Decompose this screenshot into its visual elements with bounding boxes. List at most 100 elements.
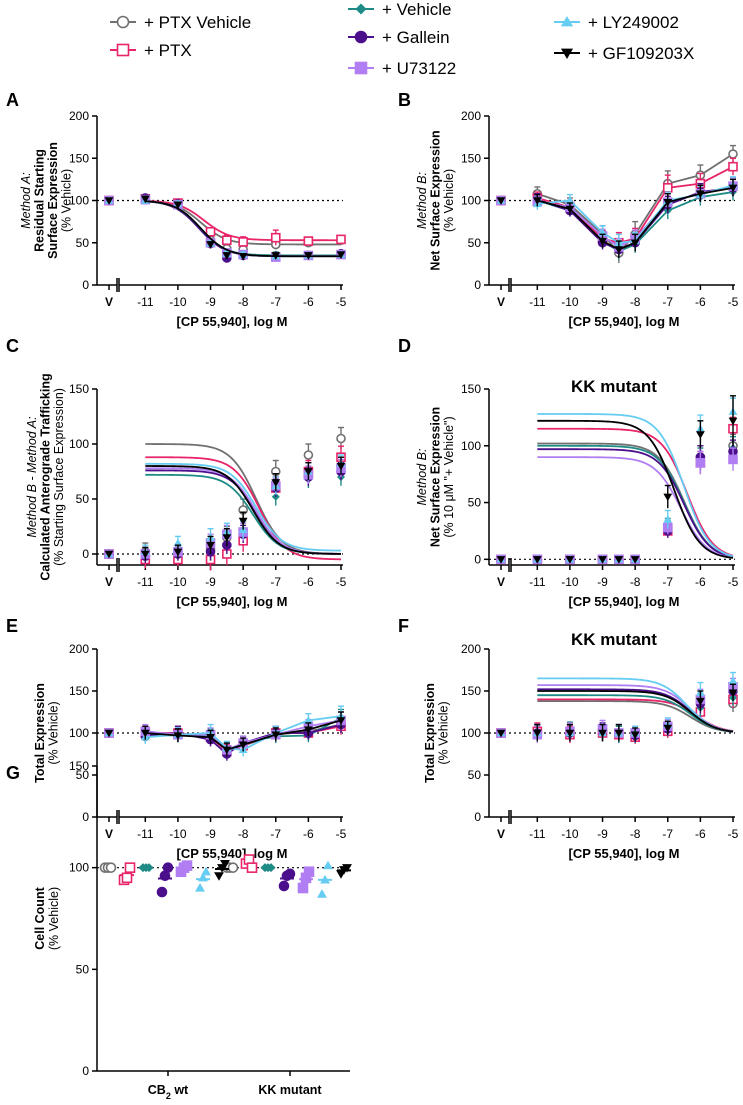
y-tick-label: 200	[69, 642, 89, 656]
panel-F: F KK mutant 0 50 100 150 200 Total Expression (%…	[398, 616, 739, 861]
panel-label: B	[398, 90, 411, 110]
panels: A 0 50 100 150 200 Method A: Residual Starting S…	[6, 90, 739, 1101]
data-point	[297, 882, 309, 894]
data-point	[695, 190, 705, 199]
data-point	[728, 454, 738, 465]
y-axis-label: Calculated Anterograde Trafficking	[39, 373, 53, 580]
panel-C: C 0 50 100 150 Method B - Method A: Calculated…	[6, 336, 347, 609]
panel-G: G 0 50 100 150 Cell Count (% Vehicle) CB2 wt KK …	[6, 759, 352, 1101]
data-point	[496, 197, 506, 205]
x-axis-label: [CP 55,940], log M	[568, 314, 679, 329]
data-point	[266, 863, 276, 873]
x-tick-label: V	[105, 575, 113, 589]
data-point	[238, 237, 248, 247]
data-point	[271, 479, 281, 487]
data-point	[220, 860, 230, 869]
data-point	[320, 874, 330, 884]
data-point	[303, 726, 313, 735]
y-tick-label: 50	[76, 768, 90, 782]
y-tick-label: 100	[69, 437, 89, 451]
data-point	[598, 556, 607, 564]
x-tick-label: -10	[561, 575, 579, 589]
data-point	[206, 734, 215, 742]
panel-label: C	[6, 336, 19, 356]
series-line	[145, 465, 342, 555]
y-axis-label: Total Expression	[423, 683, 437, 783]
data-point	[303, 468, 313, 476]
data-point	[630, 556, 640, 564]
y-tick-label: 50	[76, 236, 90, 250]
data-point	[728, 417, 738, 426]
series-ptx_vehicle	[104, 426, 346, 561]
series-gf109203x	[214, 860, 352, 881]
legend-marker	[116, 43, 130, 57]
series-gf109203x	[104, 456, 346, 561]
data-point	[614, 729, 624, 738]
panel-A: A 0 50 100 150 200 Method A: Residual Starting S…	[6, 90, 347, 329]
y-axis-label: (% 10 μM "+ Vehicle")	[442, 416, 456, 537]
y-tick-label: 150	[461, 684, 481, 698]
y-tick-label: 150	[69, 382, 89, 396]
x-tick-label: -7	[270, 827, 281, 841]
x-axis-label: [CP 55,940], log M	[568, 594, 679, 609]
y-tick-label: 100	[69, 726, 89, 740]
legend-marker	[354, 61, 368, 75]
data-point	[303, 450, 314, 460]
x-tick-label: -8	[630, 295, 641, 309]
x-tick-label: -5	[336, 295, 347, 309]
data-point	[214, 872, 224, 881]
legend-marker	[116, 15, 130, 29]
data-point	[238, 253, 248, 261]
legend-label: + Gallein	[382, 28, 450, 47]
y-axis-label: (% Vehicle)	[442, 169, 456, 232]
data-point	[336, 251, 346, 259]
data-point	[565, 556, 575, 564]
legend-label: + PTX	[144, 41, 192, 60]
y-tick-label: 0	[82, 278, 89, 292]
data-point	[342, 864, 352, 873]
data-point	[121, 872, 133, 884]
data-point	[140, 729, 150, 738]
series-line	[145, 719, 342, 751]
x-tick-label: -5	[728, 295, 739, 309]
x-tick-label: -7	[270, 575, 281, 589]
data-point	[238, 741, 248, 750]
x-tick-label: -5	[336, 575, 347, 589]
x-tick-label: -8	[238, 827, 249, 841]
data-point	[104, 729, 114, 738]
x-tick-label: -5	[728, 827, 739, 841]
y-axis-label: Surface Expression	[46, 142, 60, 259]
y-axis-label: (% Vehicle)	[47, 887, 61, 950]
data-point	[598, 729, 607, 738]
y-tick-label: 50	[468, 768, 482, 782]
y-tick-label: 200	[461, 642, 481, 656]
legend-item-gallein: + Gallein	[348, 28, 450, 47]
data-point	[662, 183, 673, 193]
data-point	[532, 729, 542, 738]
x-tick-label: -9	[597, 827, 608, 841]
y-axis-label: (% Starting Surface Expression)	[52, 388, 66, 566]
legend-item-ptx: + PTX	[110, 41, 192, 60]
data-point	[222, 746, 232, 755]
legend-item-ptx_vehicle: + PTX Vehicle	[110, 13, 251, 32]
data-point	[205, 226, 216, 237]
x-tick-label: -9	[205, 827, 216, 841]
data-point	[336, 717, 346, 725]
x-tick-label: V	[105, 295, 113, 309]
series-line	[537, 456, 734, 559]
x-tick-label: -10	[561, 295, 579, 309]
legend-label: + LY249002	[588, 13, 679, 32]
data-point	[728, 689, 738, 698]
x-tick-label: -7	[270, 295, 281, 309]
y-tick-label: 100	[461, 726, 481, 740]
x-tick-label: -6	[303, 575, 314, 589]
x-tick-label: -11	[529, 575, 546, 589]
legend-label: + GF109203X	[588, 44, 694, 63]
x-tick-label: -10	[169, 575, 187, 589]
data-point	[532, 556, 542, 564]
y-axis-label: (% Vehicle)	[47, 701, 61, 764]
data-point	[173, 201, 183, 210]
x-tick-label: -5	[728, 575, 739, 589]
data-point	[105, 862, 117, 873]
data-point	[104, 550, 114, 559]
